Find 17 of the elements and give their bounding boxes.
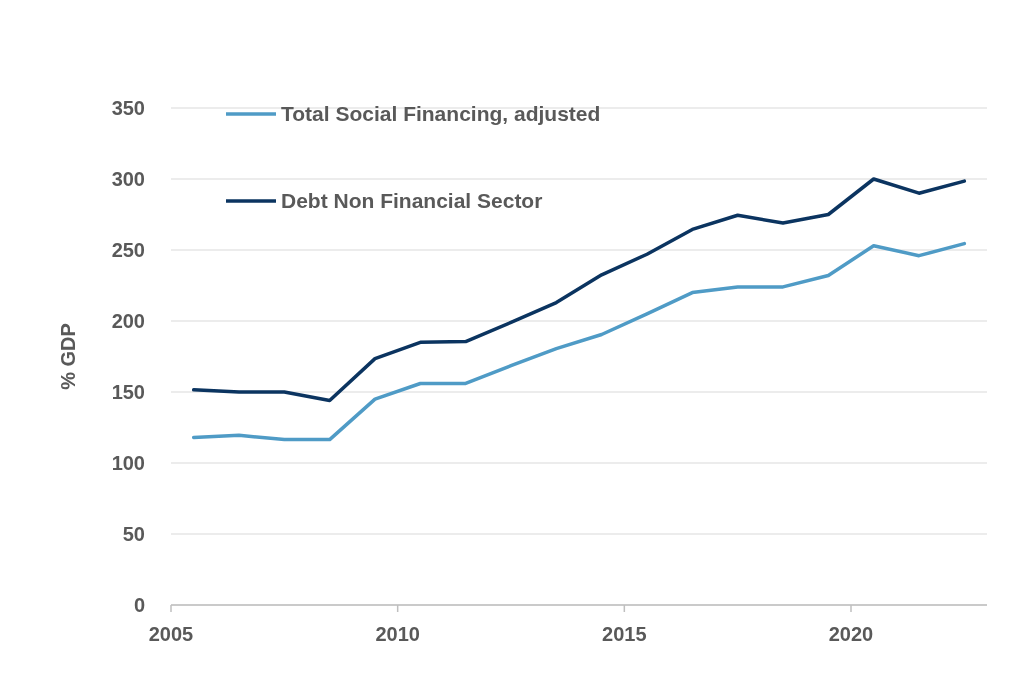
y-tick-label: 250 — [111, 239, 145, 261]
legend-label: Debt Non Financial Sector — [281, 189, 543, 212]
line-series — [191, 241, 967, 442]
line-series — [191, 177, 967, 403]
legend-label: Total Social Financing, adjusted — [281, 102, 601, 125]
y-tick-label: 50 — [122, 523, 145, 545]
x-tick-label: 2010 — [375, 623, 420, 645]
x-tick-label: 2015 — [602, 623, 647, 645]
y-axis-title: % GDP — [57, 323, 79, 390]
y-tick-label: 0 — [133, 594, 145, 616]
x-tick-label: 2020 — [828, 623, 874, 645]
y-tick-label: 100 — [111, 452, 145, 474]
y-tick-label: 200 — [111, 310, 145, 332]
x-tick-label: 2005 — [148, 623, 194, 645]
y-tick-label: 350 — [111, 97, 145, 119]
y-tick-label: 150 — [111, 381, 145, 403]
y-tick-label: 300 — [111, 168, 145, 190]
